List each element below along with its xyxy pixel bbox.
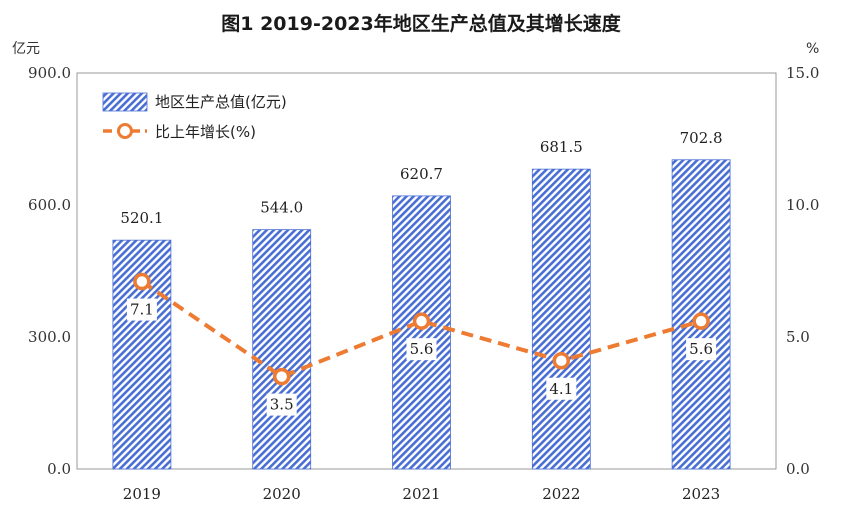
- growth-label-bg: [546, 377, 577, 400]
- x-tick-label: 2019: [123, 485, 161, 503]
- bar: [252, 229, 312, 470]
- left-tick-label: 0.0: [47, 460, 71, 478]
- growth-point: [552, 352, 571, 370]
- x-axis-ticks: 2019 2020 2021 2022 2023: [123, 485, 720, 503]
- x-tick-label: 2023: [682, 485, 720, 503]
- growth-line: [140, 279, 702, 379]
- bar: [531, 168, 591, 470]
- growth-label-bg: [406, 338, 437, 361]
- left-axis-unit: 亿元: [12, 41, 40, 57]
- line-series: 7.1 3.5 5.6 4.1 5.6: [126, 272, 717, 416]
- left-tick-label: 900.0: [28, 64, 71, 82]
- growth-value-label: 7.1: [130, 301, 154, 319]
- right-tick-label: 10.0: [786, 196, 819, 214]
- legend-bar-label: 地区生产总值(亿元): [155, 93, 287, 111]
- bar-value-label: 702.8: [680, 129, 723, 147]
- legend: 地区生产总值(亿元) 比上年增长(%): [102, 92, 287, 141]
- x-tick-label: 2020: [263, 485, 301, 503]
- right-axis-ticks: 0.0 5.0 10.0 15.0: [786, 64, 819, 478]
- bar-value-label: 620.7: [400, 165, 443, 183]
- left-axis-ticks: 0.0 300.0 600.0 900.0: [28, 64, 71, 478]
- left-tick-label: 300.0: [28, 328, 71, 346]
- legend-line-label: 比上年增长(%): [155, 123, 256, 141]
- growth-label-bg: [126, 298, 157, 321]
- right-axis-unit: %: [806, 41, 819, 57]
- bar-value-label: 681.5: [540, 138, 583, 156]
- legend-bar-swatch: [102, 92, 148, 112]
- growth-value-label: 5.6: [410, 340, 434, 358]
- growth-point: [692, 312, 710, 330]
- growth-label-bg: [266, 393, 297, 416]
- growth-value-label: 5.6: [689, 340, 713, 358]
- growth-point: [133, 272, 151, 291]
- x-tick-label: 2022: [542, 485, 580, 503]
- growth-point: [412, 312, 431, 330]
- left-tick-label: 600.0: [28, 196, 71, 214]
- right-tick-label: 0.0: [786, 460, 810, 478]
- growth-point: [272, 367, 291, 386]
- right-tick-label: 15.0: [786, 64, 819, 82]
- bar-value-label: 520.1: [120, 209, 163, 227]
- legend-line-marker: [117, 123, 133, 139]
- growth-value-label: 4.1: [549, 380, 573, 398]
- growth-label-bg: [686, 338, 717, 361]
- bar: [392, 195, 451, 470]
- growth-value-label: 3.5: [270, 396, 294, 414]
- bar-value-labels: 520.1 544.0 620.7 681.5 702.8: [120, 129, 722, 227]
- chart-title: 图1 2019-2023年地区生产总值及其增长速度: [221, 12, 621, 35]
- x-tick-label: 2021: [402, 485, 440, 503]
- bar-value-label: 544.0: [260, 199, 303, 217]
- right-tick-label: 5.0: [786, 328, 810, 346]
